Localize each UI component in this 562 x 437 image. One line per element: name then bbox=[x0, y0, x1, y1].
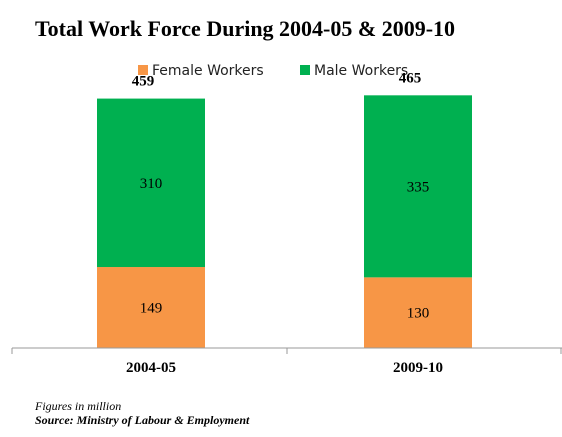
x-tick-label: 2009-10 bbox=[393, 360, 443, 376]
data-label: 335 bbox=[407, 179, 430, 195]
x-tick-label: 2004-05 bbox=[126, 360, 176, 376]
bar-segment bbox=[364, 277, 472, 348]
total-label: 459 bbox=[132, 74, 155, 90]
legend-swatch bbox=[300, 65, 310, 75]
bars: 149 310 459 130 335 465 bbox=[97, 70, 472, 348]
category-labels: 2004-05 2009-10 bbox=[126, 360, 443, 376]
data-label: 130 bbox=[407, 306, 430, 322]
chart-title: Total Work Force During 2004-05 & 2009-1… bbox=[35, 16, 455, 41]
legend: Female Workers Male Workers bbox=[138, 63, 408, 79]
data-label: 310 bbox=[140, 176, 163, 192]
data-label: 149 bbox=[140, 301, 163, 317]
source-note: Source: Ministry of Labour & Employment bbox=[35, 413, 250, 427]
bar-segment bbox=[364, 95, 472, 278]
legend-label: Male Workers bbox=[314, 63, 408, 79]
bar-segment bbox=[97, 267, 205, 348]
total-label: 465 bbox=[399, 70, 422, 86]
units-note: Figures in million bbox=[34, 399, 121, 413]
legend-swatch bbox=[138, 65, 148, 75]
legend-label: Female Workers bbox=[152, 63, 264, 79]
bar-segment bbox=[97, 98, 205, 268]
